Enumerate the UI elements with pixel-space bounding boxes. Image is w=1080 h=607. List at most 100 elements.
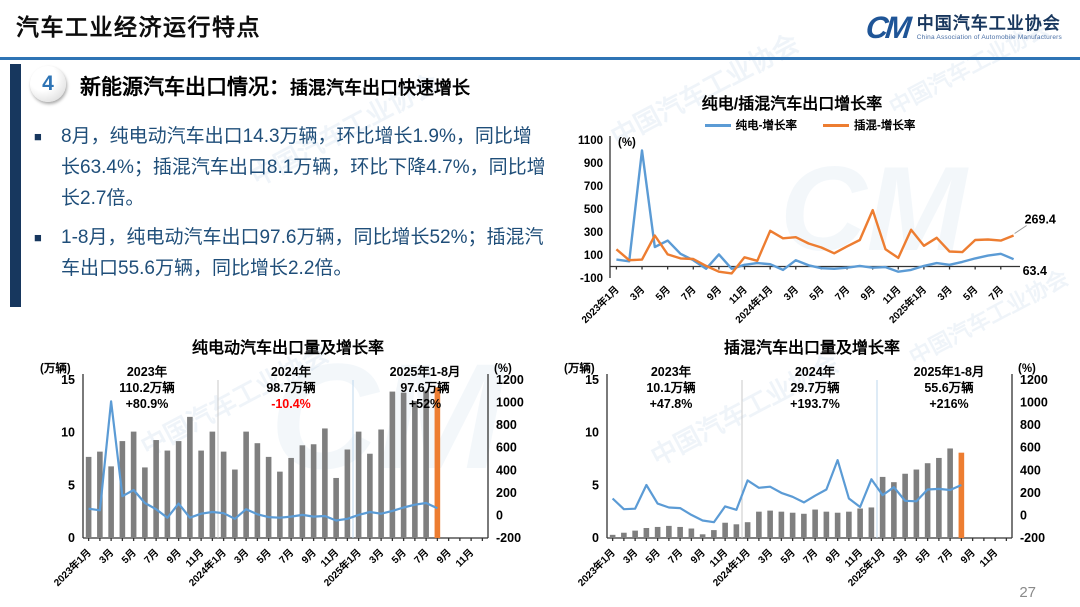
annotation-growth: +47.8% xyxy=(649,397,693,411)
svg-text:0: 0 xyxy=(68,531,75,545)
svg-text:0: 0 xyxy=(592,531,599,545)
chart-plot: (万辆) (%) 15 10 5 0 1200 1000 800 600 400 200 0 -200 20… xyxy=(564,361,1048,589)
bev-export-bar-chart: 纯电动汽车出口量及增长率 2023年 110.2万辆 +80.9% 2024年 … xyxy=(26,334,550,606)
annotation-2025: 2025年1-8月 55.6万辆 +216% xyxy=(884,364,1014,412)
svg-text:5月: 5月 xyxy=(119,547,138,566)
section-title: 新能源汽车出口情况：插混汽车出口快速增长 xyxy=(80,71,470,101)
svg-text:63.4: 63.4 xyxy=(1023,264,1047,278)
svg-text:0: 0 xyxy=(496,508,503,522)
svg-text:5月: 5月 xyxy=(643,547,662,566)
svg-text:5月: 5月 xyxy=(254,547,273,566)
annotation-growth: +193.7% xyxy=(790,397,840,411)
annotation-2024: 2024年 98.7万辆 -10.4% xyxy=(232,364,350,412)
svg-text:200: 200 xyxy=(496,486,517,500)
svg-text:400: 400 xyxy=(1020,463,1041,477)
annotation-volume: 10.1万辆 xyxy=(646,381,696,395)
annotation-volume: 98.7万辆 xyxy=(266,381,316,395)
svg-text:400: 400 xyxy=(496,463,517,477)
svg-text:5月: 5月 xyxy=(913,547,932,566)
legend-item: 纯电-增长率 xyxy=(704,117,797,133)
annotation-growth: -10.4% xyxy=(271,397,311,411)
svg-text:1000: 1000 xyxy=(1020,396,1048,410)
svg-text:5: 5 xyxy=(68,478,75,492)
svg-text:-100: -100 xyxy=(580,273,603,285)
svg-text:600: 600 xyxy=(1020,441,1041,455)
chart-title: 纯电动汽车出口量及增长率 xyxy=(191,340,384,357)
left-accent-bar xyxy=(10,64,21,307)
page-number: 27 xyxy=(1019,584,1036,601)
svg-text:10: 10 xyxy=(585,426,599,440)
cam-logo-icon: CM xyxy=(863,10,910,45)
svg-text:300: 300 xyxy=(584,227,603,239)
growth-rate-line-chart: 纯电/插混汽车出口增长率 纯电-增长率 插混-增长率 (%) 1100 900 700… xyxy=(556,90,1080,334)
svg-text:9月: 9月 xyxy=(434,547,453,566)
svg-text:7月: 7月 xyxy=(277,547,296,566)
svg-text:800: 800 xyxy=(496,418,517,432)
legend-label: 插混-增长率 xyxy=(854,120,916,132)
chart-plot: (万辆) (%) 15 10 5 0 1200 1000 800 600 400 200 0 -200 20… xyxy=(40,361,524,589)
annotation-2024: 2024年 29.7万辆 +193.7% xyxy=(756,364,874,412)
bullet-text: 1-8月，纯电动汽车出口97.6万辆，同比增长52%；插混汽车出口55.6万辆，… xyxy=(61,227,544,280)
svg-text:7月: 7月 xyxy=(986,284,1005,303)
annotation-volume: 55.6万辆 xyxy=(924,381,974,395)
svg-text:3月: 3月 xyxy=(756,547,775,566)
svg-text:11月: 11月 xyxy=(727,284,750,307)
section-title-sub: 插混汽车出口快速增长 xyxy=(290,78,470,98)
bullet-text: 8月，纯电动汽车出口14.3万辆，环比增长1.9%，同比增长63.4%；插混汽车… xyxy=(61,126,546,209)
annotation-growth: +52% xyxy=(408,397,442,411)
svg-text:5: 5 xyxy=(592,478,599,492)
annotation-year: 2024年 xyxy=(270,365,312,379)
svg-text:3月: 3月 xyxy=(621,547,640,566)
svg-text:9月: 9月 xyxy=(705,284,724,303)
bullet-item: ■ 8月，纯电动汽车出口14.3万辆，环比增长1.9%，同比增长63.4%；插混… xyxy=(34,122,548,214)
annotation-year: 2024年 xyxy=(794,365,836,379)
svg-text:7月: 7月 xyxy=(679,284,698,303)
svg-text:9月: 9月 xyxy=(688,547,707,566)
svg-text:(%): (%) xyxy=(1018,363,1036,375)
svg-text:2023年1月: 2023年1月 xyxy=(575,546,618,589)
svg-text:3月: 3月 xyxy=(781,284,800,303)
legend-label: 纯电-增长率 xyxy=(735,120,797,132)
svg-text:900: 900 xyxy=(584,158,603,170)
annotation-year: 2023年 xyxy=(126,365,168,379)
bullet-list: ■ 8月，纯电动汽车出口14.3万辆，环比增长1.9%，同比增长63.4%；插混… xyxy=(34,122,548,294)
section-title-main: 新能源汽车出口情况： xyxy=(80,76,290,99)
annotation-year: 2023年 xyxy=(650,365,692,379)
svg-text:9月: 9月 xyxy=(823,547,842,566)
line-swatch-icon xyxy=(704,123,731,127)
svg-text:0: 0 xyxy=(1020,508,1027,522)
svg-text:269.4: 269.4 xyxy=(1025,213,1056,227)
svg-text:1200: 1200 xyxy=(1020,373,1048,387)
annotation-2023: 2023年 110.2万辆 +80.9% xyxy=(90,364,204,412)
annotation-volume: 97.6万辆 xyxy=(400,381,450,395)
annotation-year: 2025年1-8月 xyxy=(913,365,985,379)
svg-text:3月: 3月 xyxy=(97,547,116,566)
svg-text:(万辆): (万辆) xyxy=(564,361,595,375)
svg-text:7月: 7月 xyxy=(833,284,852,303)
svg-text:9月: 9月 xyxy=(858,284,877,303)
svg-text:15: 15 xyxy=(61,373,75,387)
svg-text:11月: 11月 xyxy=(880,284,903,307)
logo: CM 中国汽车工业协会 China Association of Automob… xyxy=(863,10,1062,46)
svg-text:1100: 1100 xyxy=(578,135,603,147)
svg-text:7月: 7月 xyxy=(801,547,820,566)
logo-name-en: China Association of Automobile Manufact… xyxy=(916,34,1062,42)
svg-text:10: 10 xyxy=(61,426,75,440)
section-number-badge: 4 xyxy=(30,66,66,102)
svg-text:5月: 5月 xyxy=(778,547,797,566)
annotation-year: 2025年1-8月 xyxy=(389,365,461,379)
svg-text:-200: -200 xyxy=(496,531,521,545)
svg-text:15: 15 xyxy=(585,373,599,387)
svg-text:7月: 7月 xyxy=(936,547,955,566)
annotation-2025: 2025年1-8月 97.6万辆 +52% xyxy=(360,364,490,412)
svg-text:700: 700 xyxy=(584,181,603,193)
svg-text:7月: 7月 xyxy=(412,547,431,566)
svg-text:1000: 1000 xyxy=(496,396,524,410)
svg-text:(%): (%) xyxy=(618,137,636,149)
svg-text:5月: 5月 xyxy=(389,547,408,566)
svg-text:600: 600 xyxy=(496,441,517,455)
bullet-item: ■ 1-8月，纯电动汽车出口97.6万辆，同比增长52%；插混汽车出口55.6万… xyxy=(34,223,548,285)
svg-text:800: 800 xyxy=(1020,418,1041,432)
